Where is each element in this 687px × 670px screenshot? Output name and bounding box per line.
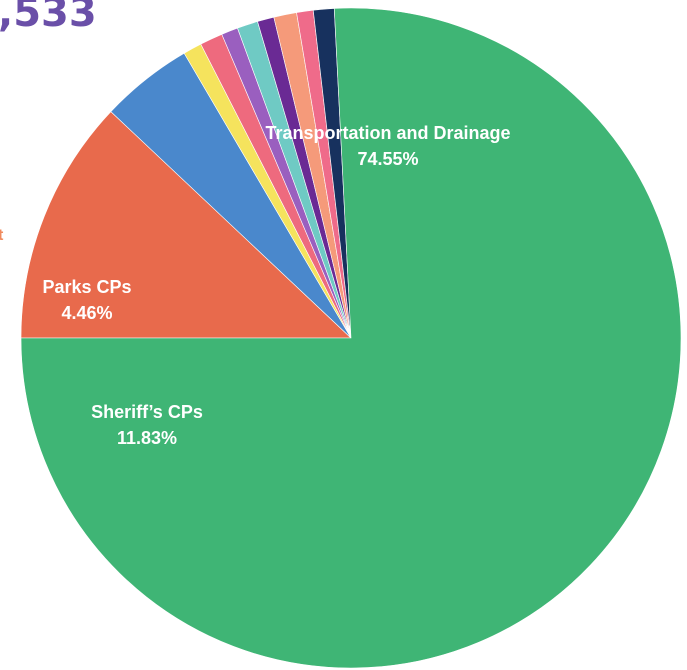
slice-percent: 74.55%: [357, 149, 418, 169]
slice-label-0: Sheriff’s CPs 11.83%: [91, 402, 203, 448]
slice-name: Parks CPs: [42, 277, 131, 297]
cut-off-label: t: [0, 227, 4, 244]
pie-slices: [20, 7, 682, 669]
chart-title: ,533: [0, 0, 97, 36]
pie-slice-0: [20, 111, 352, 339]
slice-label-1: Parks CPs 4.46%: [42, 277, 131, 323]
slice-labels: Sheriff’s CPs 11.83% Parks CPs 4.46% Transpo…: [42, 123, 510, 448]
slice-name: Transportation and Drainage: [265, 123, 510, 143]
slice-label-10: Transportation and Drainage 74.55%: [265, 123, 510, 169]
pie-slice-10: [20, 7, 682, 669]
slice-percent: 4.46%: [61, 303, 112, 323]
slice-percent: 11.83%: [117, 428, 177, 448]
slice-name: Sheriff’s CPs: [91, 402, 203, 422]
